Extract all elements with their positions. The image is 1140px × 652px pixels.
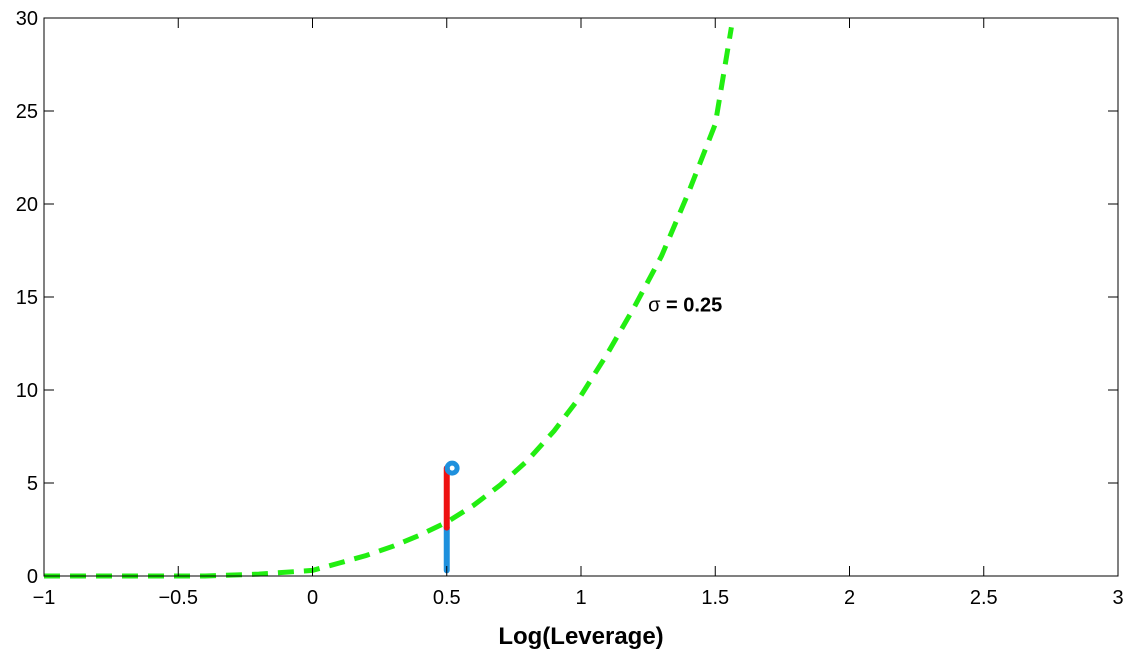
x-tick-label: 3 [1112,587,1123,609]
x-axis-title: Log(Leverage) [498,623,663,650]
sigma-annotation: σ = 0.25 [648,294,722,316]
y-tick-label: 30 [16,8,38,30]
y-tick-label: 10 [16,380,38,402]
x-tick-label: 1.5 [701,587,729,609]
series-line-0 [44,26,734,579]
sigma-value: = 0.25 [660,294,722,316]
y-tick-label: 0 [27,566,38,588]
y-tick-label: 20 [16,194,38,216]
y-tick-label: 5 [27,473,38,495]
x-tick-label: 0 [307,587,318,609]
x-tick-label: 2.5 [970,587,998,609]
x-tick-label: 0.5 [433,587,461,609]
x-tick-label: 2 [844,587,855,609]
marker-point-0 [444,460,460,476]
sigma-symbol: σ [648,294,661,316]
x-tick-label: −1 [33,587,56,609]
plot-area: σ = 0.25 [44,26,734,579]
x-tick-label: −0.5 [159,587,198,609]
y-tick-label: 25 [16,101,38,123]
x-tick-label: 1 [575,587,586,609]
y-tick-label: 15 [16,287,38,309]
